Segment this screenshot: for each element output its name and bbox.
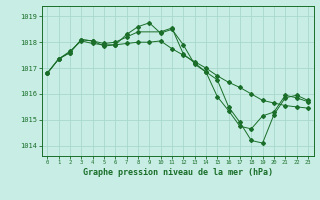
X-axis label: Graphe pression niveau de la mer (hPa): Graphe pression niveau de la mer (hPa): [83, 168, 273, 177]
